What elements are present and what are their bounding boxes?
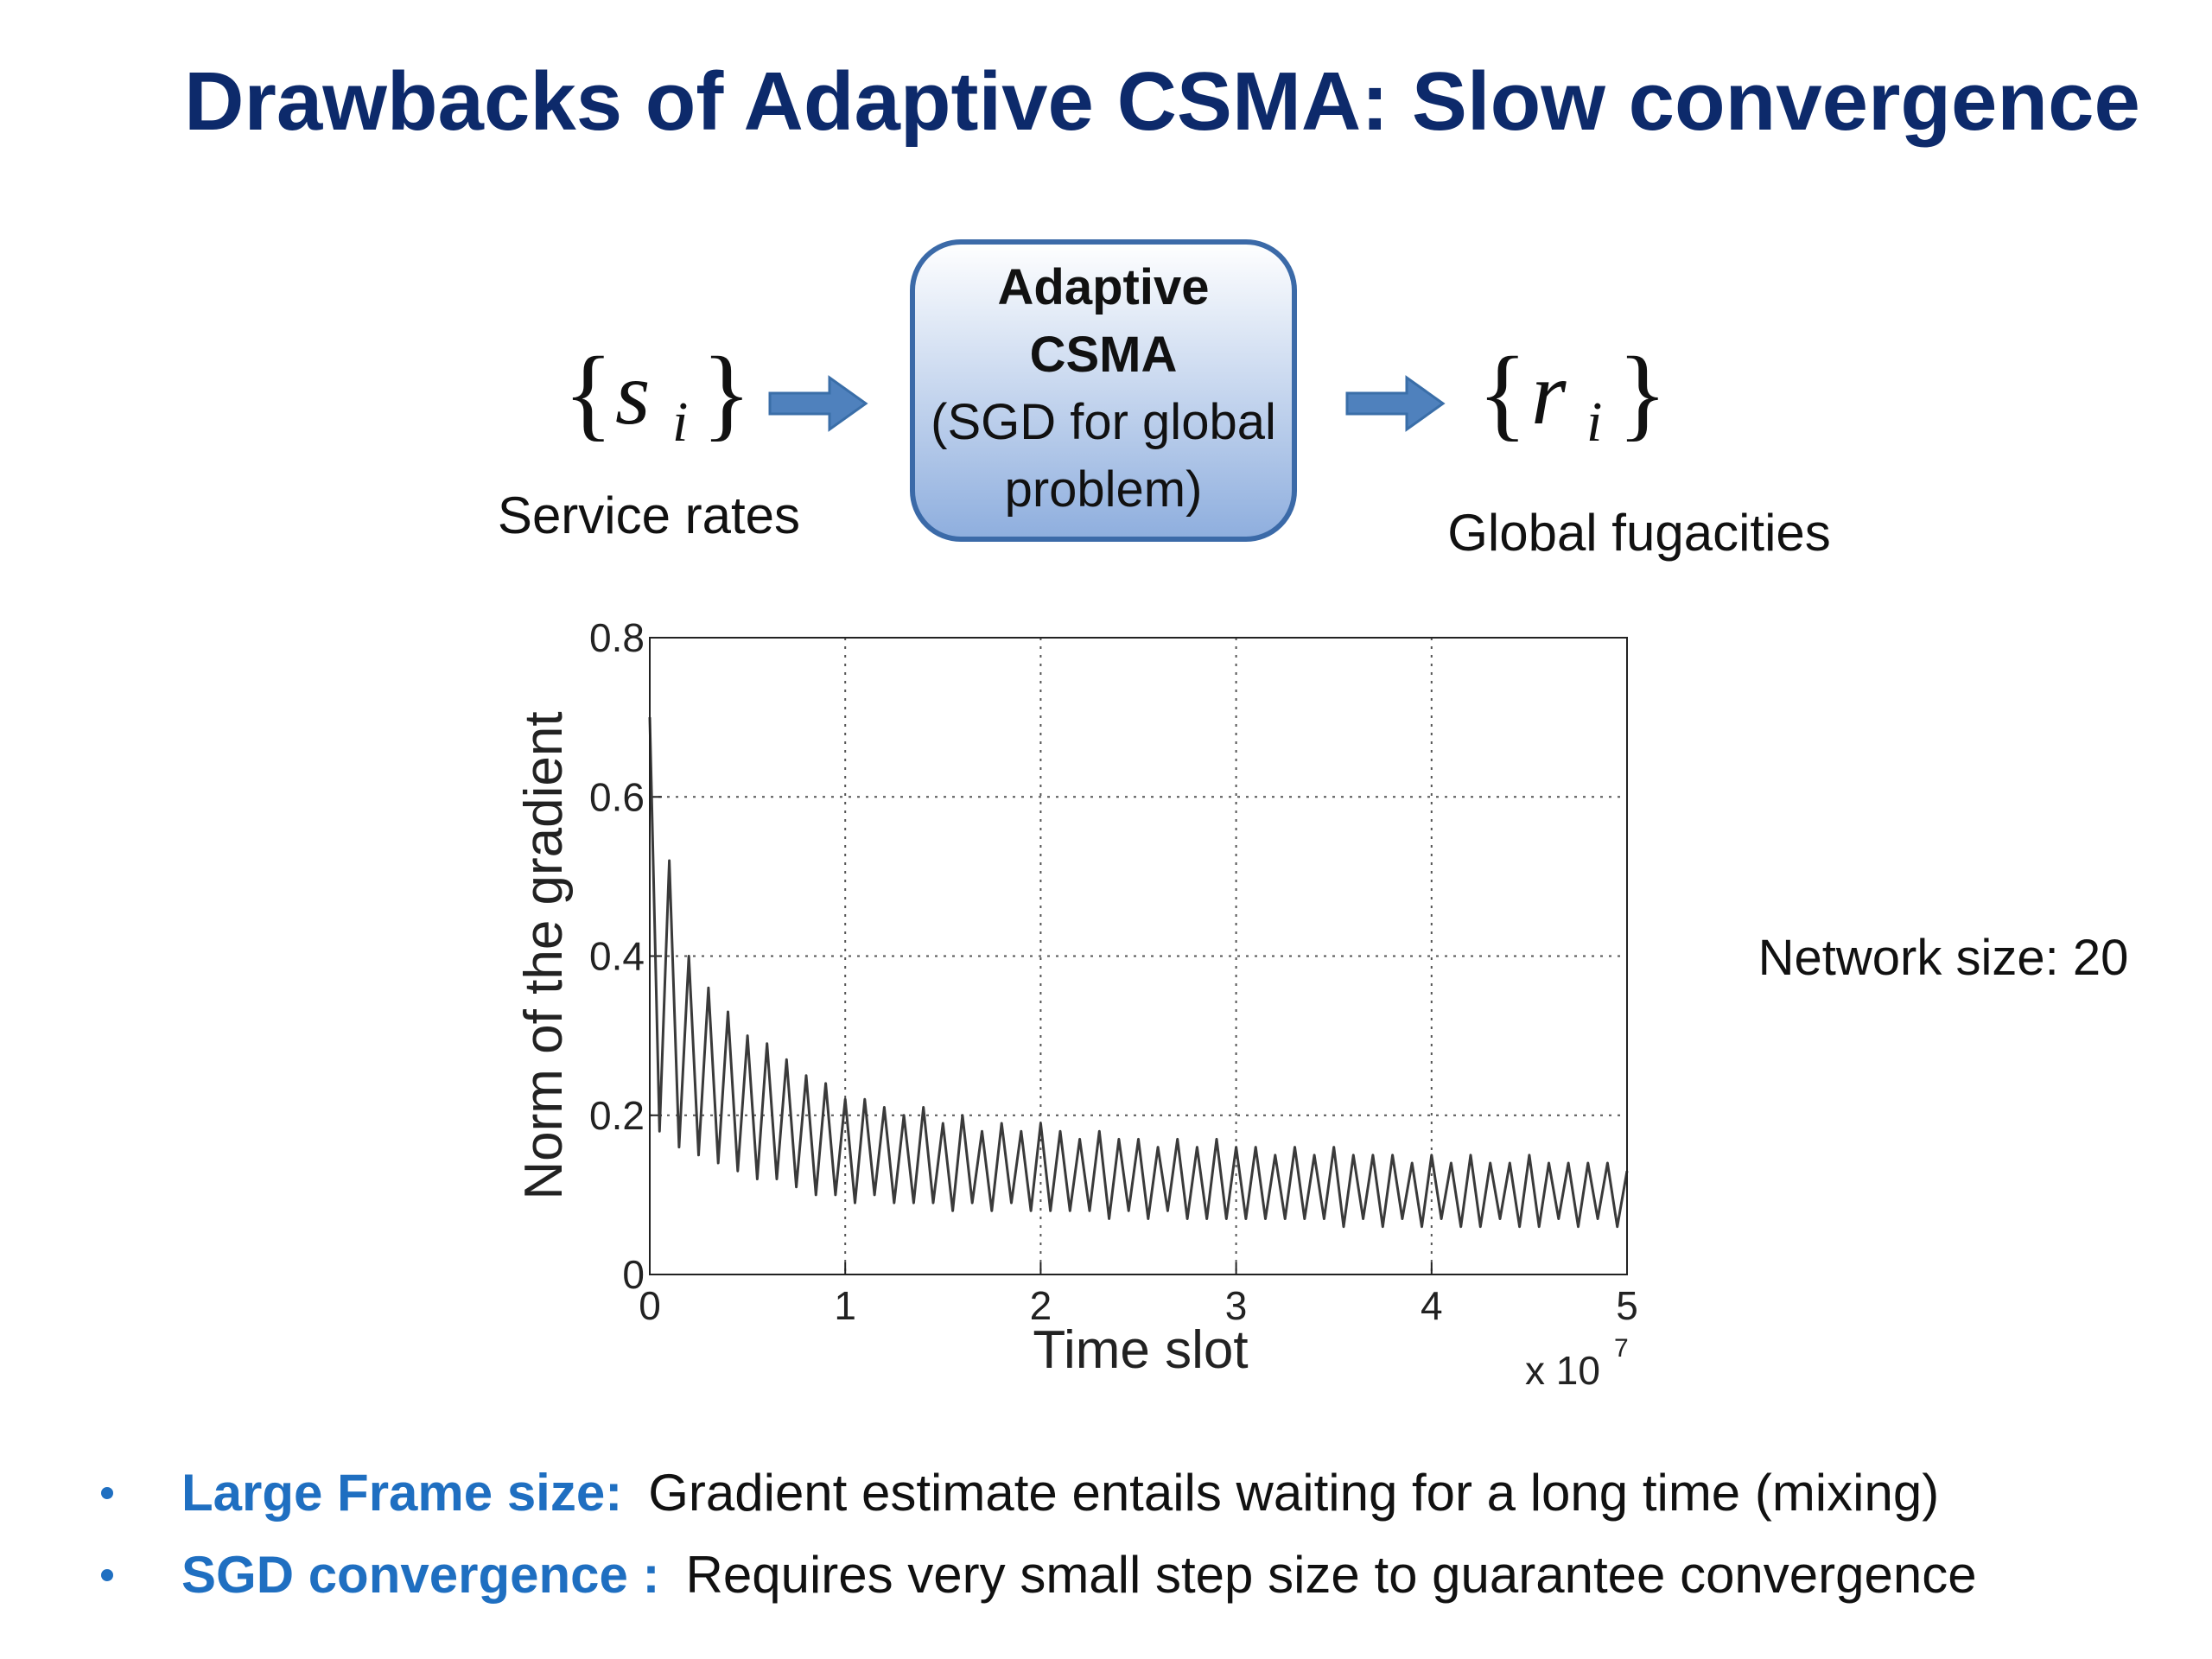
y-tick-label: 0.8 xyxy=(589,615,645,660)
y-tick-label: 0.2 xyxy=(589,1093,645,1138)
data-line xyxy=(648,717,1629,1229)
x-tick-label: 4 xyxy=(1421,1283,1443,1328)
box-line: (SGD for global xyxy=(931,394,1276,450)
box-line: Adaptive xyxy=(998,259,1210,315)
bullet-label: Large Frame size: xyxy=(181,1464,622,1522)
process-box xyxy=(910,239,1297,542)
arrow xyxy=(768,375,868,432)
bullet: SGD convergence : Requires very small ste… xyxy=(181,1546,1977,1604)
y-tick-label: 0.6 xyxy=(589,774,645,819)
arrow xyxy=(1345,375,1446,432)
box-line: problem) xyxy=(1005,461,1203,518)
x-multiplier-exponent: 7 xyxy=(1614,1334,1629,1363)
note: Network size: 20 xyxy=(1758,930,2129,986)
bullet-text: Requires very small step size to guarant… xyxy=(686,1546,1977,1604)
brace: { xyxy=(1478,335,1528,450)
x-tick-label: 5 xyxy=(1616,1283,1638,1328)
y-tick-label: 0 xyxy=(622,1252,645,1297)
math-subscript: i xyxy=(672,391,688,454)
x-axis-label: Time slot xyxy=(1033,1320,1248,1380)
brace: } xyxy=(702,335,752,450)
bullet-label: SGD convergence : xyxy=(181,1546,660,1604)
bullet: Large Frame size: Gradient estimate entai… xyxy=(181,1464,1939,1522)
box-line: CSMA xyxy=(1030,327,1178,383)
brace: { xyxy=(563,335,613,450)
y-axis-label: Norm of the gradient xyxy=(514,711,574,1199)
bullet-dot xyxy=(101,1569,113,1581)
x-tick-label: 0 xyxy=(639,1283,661,1328)
bullet-dot xyxy=(101,1487,113,1499)
x-tick-label: 1 xyxy=(834,1283,856,1328)
brace: } xyxy=(1618,335,1668,450)
x-tick-label: 3 xyxy=(1225,1283,1248,1328)
x-multiplier: x 10 xyxy=(1525,1348,1600,1393)
bullet-text: Gradient estimate entails waiting for a … xyxy=(648,1464,1939,1522)
bullets: Large Frame size: Gradient estimate entai… xyxy=(101,1464,1977,1604)
input-label: Service rates xyxy=(498,486,800,544)
plot-frame xyxy=(649,637,1628,1275)
math-symbol: r xyxy=(1531,344,1567,443)
y-tick-label: 0.4 xyxy=(589,934,645,979)
output-label: Global fugacities xyxy=(1447,504,1831,562)
math-subscript: i xyxy=(1586,391,1602,454)
x-tick-label: 2 xyxy=(1030,1283,1052,1328)
slide-title: Drawbacks of Adaptive CSMA: Slow converg… xyxy=(184,55,2140,148)
math-symbol: s xyxy=(615,344,650,443)
